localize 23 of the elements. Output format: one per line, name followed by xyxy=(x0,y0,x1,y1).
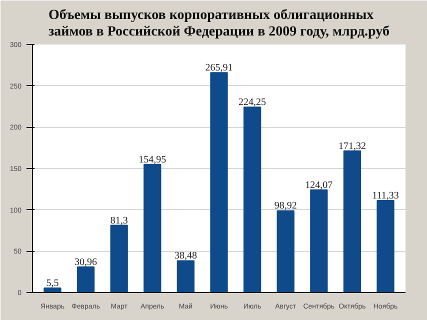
bar xyxy=(76,266,95,292)
data-label: 111,33 xyxy=(372,190,399,202)
data-label: 5,5 xyxy=(46,278,59,289)
data-label: 124,07 xyxy=(305,180,333,191)
bar xyxy=(210,72,228,292)
bar xyxy=(243,106,262,292)
bar xyxy=(276,210,294,292)
bar xyxy=(144,164,162,292)
bar xyxy=(343,150,362,292)
bar xyxy=(110,224,128,292)
data-label: 265,91 xyxy=(205,62,233,74)
bar xyxy=(176,260,195,292)
chart-title: Объемы выпусков корпоративных облигационных займов в Российской Федерации в 2009 году, млрд.руб xyxy=(48,8,390,40)
data-label: 81,3 xyxy=(110,215,128,226)
data-label: 171,32 xyxy=(338,140,366,152)
data-label: 38,48 xyxy=(174,250,197,262)
data-label: 30,96 xyxy=(74,256,98,268)
bar xyxy=(376,200,394,292)
data-label: 98,92 xyxy=(274,200,297,212)
data-label: 224,25 xyxy=(238,97,266,108)
bar xyxy=(44,287,62,292)
bar xyxy=(310,189,328,292)
data-label: 154,95 xyxy=(138,154,166,166)
